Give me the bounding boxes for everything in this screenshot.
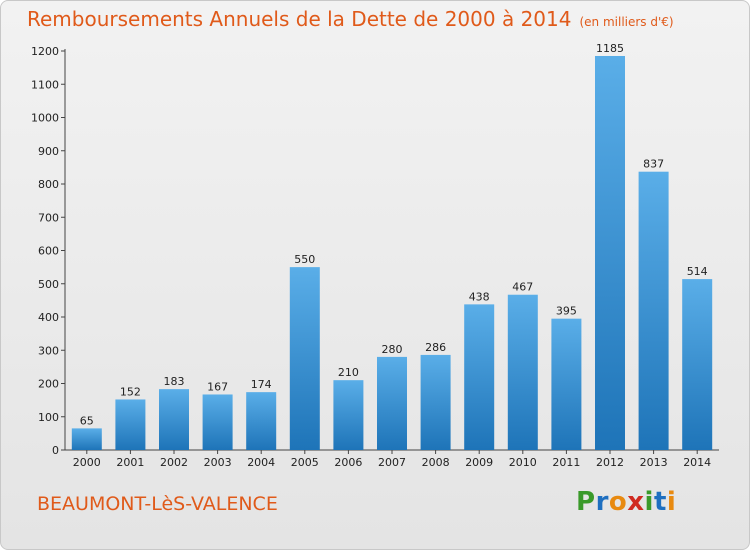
x-tick-label: 2010: [509, 456, 537, 469]
axes: 0 100 200 300 400 500 600 700 800 900 1000 1100 1200…: [31, 45, 719, 469]
x-tick-label: 2000: [73, 456, 101, 469]
x-tick-label: 2001: [116, 456, 144, 469]
bar-value-label: 438: [469, 290, 490, 303]
bar-value-label: 837: [643, 158, 664, 171]
y-tick-label: 200: [38, 378, 59, 391]
bar-value-label: 514: [687, 265, 708, 278]
bar-value-label: 210: [338, 366, 359, 379]
data-labels: 65 152 183 167 174 550 210 280 286 438 467 395 1185 8…: [80, 42, 708, 427]
y-tick-label: 400: [38, 311, 59, 324]
bar: [333, 380, 364, 450]
y-tick-label: 600: [38, 245, 59, 258]
bar: [464, 304, 495, 450]
bar: [551, 318, 582, 450]
bar: [377, 356, 407, 450]
town-name: BEAUMONT-LèS-VALENCE: [37, 493, 278, 515]
x-tick-label: 2007: [378, 456, 406, 469]
proxiti-logo: Proxiti: [576, 487, 677, 517]
y-tick-label: 500: [38, 278, 59, 291]
y-tick-label: 700: [38, 211, 59, 224]
chart-title-text: Remboursements Annuels de la Dette de 20…: [27, 7, 572, 31]
bar: [289, 267, 320, 450]
bar-value-label: 65: [80, 414, 94, 427]
bar-value-label: 183: [164, 375, 185, 388]
bar: [595, 55, 625, 451]
bar: [71, 428, 102, 450]
chart-title: Remboursements Annuels de la Dette de 20…: [27, 7, 674, 31]
bar-value-label: 286: [425, 341, 446, 354]
bar-value-label: 167: [207, 380, 228, 393]
y-tick-label: 1200: [31, 45, 59, 58]
x-tick-label: 2006: [334, 456, 362, 469]
x-tick-label: 2002: [160, 456, 188, 469]
x-tick-label: 2003: [204, 456, 232, 469]
x-tick-label: 2011: [552, 456, 580, 469]
bar: [202, 394, 233, 450]
bar-value-label: 280: [382, 343, 403, 356]
y-tick-label: 100: [38, 411, 59, 424]
bar-value-label: 1185: [596, 42, 624, 55]
x-tick-label: 2008: [422, 456, 450, 469]
x-tick-label: 2005: [291, 456, 319, 469]
bar: [638, 171, 669, 450]
bar: [507, 294, 538, 450]
x-tick-label: 2013: [640, 456, 668, 469]
bar: [115, 399, 146, 450]
bar-value-label: 174: [251, 378, 272, 391]
bars: [71, 55, 713, 451]
chart-unit: (en milliers d'€): [579, 15, 674, 29]
bar: [420, 354, 451, 450]
bar: [682, 279, 713, 450]
y-tick-label: 0: [52, 444, 59, 457]
bar: [246, 392, 277, 450]
x-tick-label: 2009: [465, 456, 493, 469]
y-tick-label: 1100: [31, 78, 59, 91]
bar-value-label: 467: [512, 281, 533, 294]
x-tick-label: 2014: [683, 456, 711, 469]
y-tick-label: 1000: [31, 112, 59, 125]
y-tick-label: 800: [38, 178, 59, 191]
bar-value-label: 395: [556, 305, 577, 318]
bar-value-label: 152: [120, 385, 141, 398]
bar: [159, 389, 189, 450]
y-tick-label: 300: [38, 344, 59, 357]
bar-value-label: 550: [294, 253, 315, 266]
y-tick-label: 900: [38, 145, 59, 158]
x-tick-label: 2012: [596, 456, 624, 469]
x-tick-label: 2004: [247, 456, 275, 469]
